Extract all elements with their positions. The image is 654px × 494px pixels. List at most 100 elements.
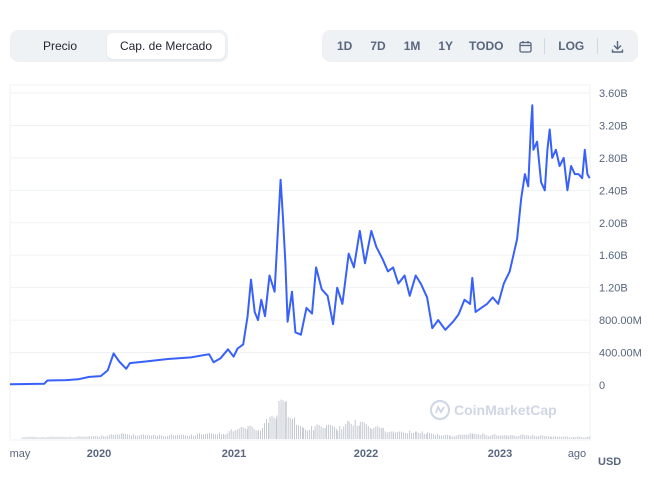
watermark-text: CoinMarketCap	[454, 402, 557, 418]
volume-bar	[266, 419, 267, 439]
volume-bar	[341, 429, 343, 439]
volume-bar	[113, 434, 115, 439]
y-tick-label: 1.20B	[599, 283, 628, 295]
calendar-icon[interactable]	[516, 33, 536, 59]
volume-bar	[413, 432, 415, 439]
volume-bar	[311, 426, 313, 439]
volume-bar	[367, 426, 369, 439]
volume-bar	[568, 437, 570, 439]
volume-bar	[542, 435, 544, 439]
range-all-button[interactable]: TODO	[469, 39, 504, 53]
y-tick-label: 400.00M	[599, 348, 642, 360]
volume-bar	[51, 436, 53, 439]
volume-bar	[87, 436, 89, 439]
volume-bar	[95, 436, 97, 439]
volume-bar	[146, 435, 148, 439]
volume-bar	[269, 416, 271, 439]
x-tick-label: 2022	[354, 448, 378, 460]
volume-bar	[213, 433, 214, 439]
volume-bar	[502, 435, 504, 439]
volume-bar	[347, 420, 349, 439]
volume-bar	[73, 437, 75, 439]
volume-bar	[459, 434, 461, 439]
volume-bar	[313, 430, 315, 439]
range-1d-button[interactable]: 1D	[337, 39, 353, 53]
volume-bar	[328, 424, 330, 439]
volume-bar	[425, 433, 427, 439]
volume-bar	[587, 436, 589, 439]
download-icon[interactable]	[607, 33, 627, 59]
range-1y-button[interactable]: 1Y	[438, 39, 454, 53]
volume-bar	[358, 425, 360, 439]
volume-bar	[550, 436, 552, 439]
volume-bar	[37, 437, 39, 439]
market-cap-toggle-button[interactable]: Cap. de Mercado	[107, 33, 225, 59]
volume-bar	[43, 437, 45, 439]
volume-bar	[130, 435, 132, 439]
volume-bar	[419, 433, 421, 439]
volume-bar	[303, 427, 305, 439]
range-1m-button[interactable]: 1M	[403, 39, 421, 53]
x-axis: may 2020 2021 2022 2023 ago	[10, 448, 587, 460]
volume-bar	[544, 436, 546, 439]
volume-bar	[314, 426, 316, 439]
volume-bar	[122, 433, 124, 439]
volume-bar	[182, 434, 184, 439]
volume-bar	[540, 435, 542, 439]
volume-bar	[397, 432, 399, 439]
price-toggle-button[interactable]: Precio	[42, 39, 77, 53]
volume-bar	[180, 434, 182, 439]
volume-bar	[217, 434, 218, 439]
log-scale-button[interactable]: LOG	[558, 39, 585, 53]
volume-bar	[97, 436, 99, 439]
volume-bar	[294, 417, 295, 439]
volume-bar	[496, 435, 498, 439]
volume-bar	[271, 415, 273, 439]
volume-bar	[455, 435, 457, 439]
volume-bar	[354, 420, 356, 439]
volume-bar	[518, 435, 520, 439]
volume-bar	[61, 436, 63, 439]
volume-bar	[316, 424, 318, 439]
volume-bar	[134, 435, 136, 439]
volume-bar	[278, 401, 280, 439]
volume-bar	[75, 437, 77, 439]
x-tick-label: 2020	[87, 448, 111, 460]
volume-bar	[284, 402, 286, 439]
volume-bar	[532, 434, 534, 439]
volume-bar	[93, 436, 95, 439]
volume-bar	[538, 436, 540, 439]
volume-bar	[558, 436, 560, 439]
volume-bar	[158, 434, 160, 439]
volume-bar	[486, 435, 488, 439]
volume-bar	[156, 436, 158, 439]
volume-bar	[292, 418, 293, 439]
volume-bar	[25, 437, 27, 439]
range-7d-button[interactable]: 7D	[370, 39, 386, 53]
y-axis: 0 400.00M 800.00M 1.20B 1.60B 2.00B 2.40B 2.80B…	[599, 88, 642, 392]
volume-bar	[184, 435, 186, 439]
volume-bar	[150, 435, 152, 439]
volume-bar	[365, 424, 367, 439]
volume-bar	[262, 427, 263, 439]
volume-bar	[359, 421, 361, 439]
volume-bar	[203, 434, 204, 439]
volume-bar	[564, 436, 566, 439]
volume-bar	[504, 435, 506, 439]
volume-bar	[474, 434, 476, 439]
volume-bar	[164, 436, 166, 439]
volume-bar	[320, 426, 322, 439]
volume-bar	[276, 415, 278, 439]
y-tick-label: 1.60B	[599, 250, 628, 262]
volume-bar	[395, 432, 397, 439]
market-cap-line	[9, 104, 591, 386]
volume-bar	[140, 434, 142, 439]
volume-bar	[384, 431, 386, 439]
volume-bar	[115, 434, 117, 439]
volume-bar	[39, 437, 41, 439]
volume-bar	[500, 435, 502, 439]
plot-frame	[9, 84, 591, 441]
volume-bar	[307, 430, 309, 439]
volume-bar	[589, 436, 591, 439]
toolbar-divider	[597, 38, 599, 54]
